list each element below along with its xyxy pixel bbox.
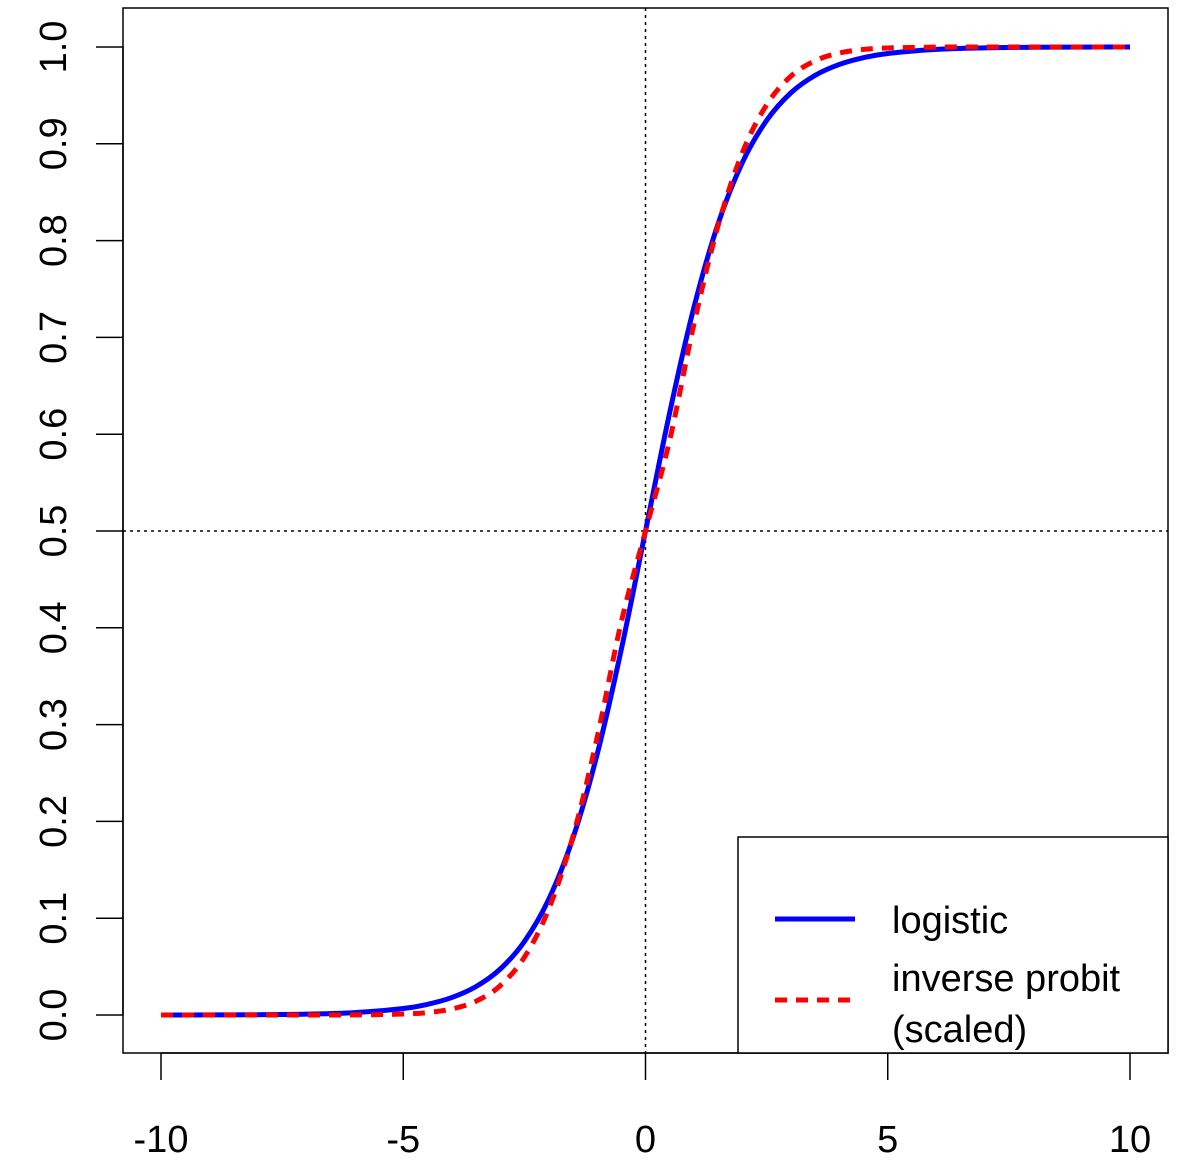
y-tick-label: 0.8 — [33, 214, 75, 267]
series-line-inverse-probit — [160, 44, 1130, 1018]
y-tick-label: 0.1 — [33, 892, 75, 945]
x-axis: -10 -5 0 5 10 — [134, 1052, 1151, 1161]
legend-box — [737, 836, 1169, 1054]
series-layer — [160, 44, 1131, 1018]
y-tick-label: 0.9 — [33, 117, 75, 170]
y-tick-label: 0.0 — [33, 989, 75, 1042]
y-tick-label: 0.3 — [33, 698, 75, 751]
legend-label-logistic: logistic — [892, 900, 1008, 942]
x-tick-label: 0 — [635, 1119, 656, 1161]
x-tick-label: -10 — [134, 1119, 189, 1161]
x-tick-label: 5 — [877, 1119, 898, 1161]
x-tick-label: 10 — [1109, 1119, 1151, 1161]
legend-label-inverse-probit: inverse probit — [892, 958, 1121, 1000]
y-tick-label: 0.5 — [33, 505, 75, 558]
y-tick-label: 0.7 — [33, 311, 75, 364]
y-tick-label: 0.4 — [33, 601, 75, 654]
y-tick-label: 0.6 — [33, 408, 75, 461]
legend: logistic inverse probit (scaled) — [737, 836, 1169, 1054]
x-tick-label: -5 — [386, 1119, 420, 1161]
legend-label-inverse-probit-line2: (scaled) — [892, 1009, 1027, 1051]
y-axis: 0.0 0.1 0.2 0.3 0.4 0.5 0.6 0.7 0.8 0.9 1.0 — [33, 21, 124, 1042]
y-tick-label: 1.0 — [33, 21, 75, 74]
y-tick-label: 0.2 — [33, 795, 75, 848]
